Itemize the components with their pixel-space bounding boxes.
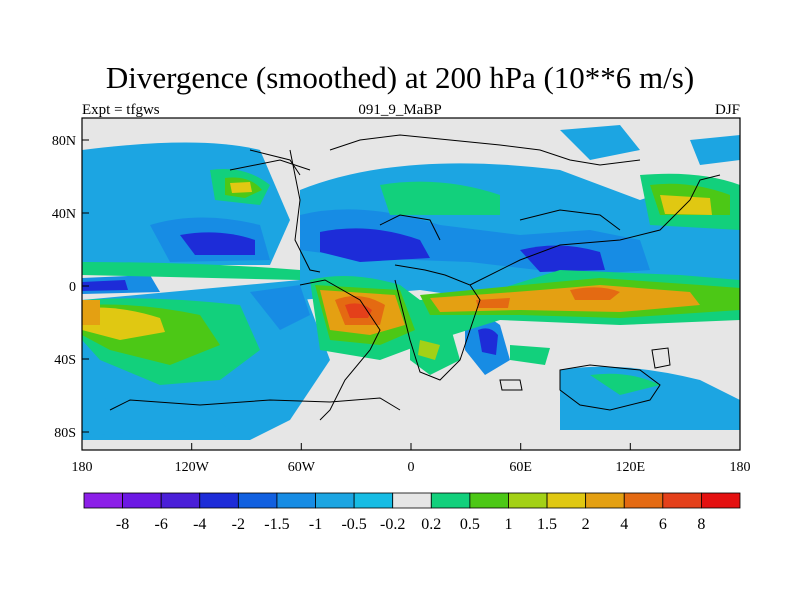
legend-level-label: 6 (659, 516, 667, 533)
y-tick-label: 0 (69, 280, 76, 295)
legend-level-label: -8 (116, 516, 129, 533)
y-tick-label: 40S (54, 353, 76, 368)
legend-level-label: 1 (504, 516, 512, 533)
legend-color-box (160, 492, 201, 509)
x-tick-label: 60W (288, 460, 316, 475)
season-label: DJF (714, 102, 740, 118)
legend-color-box (276, 492, 316, 509)
legend-color-box (623, 492, 664, 509)
y-axis-labels: 80N 40N 0 40S 80S (52, 134, 76, 441)
divergence-field (82, 118, 740, 450)
legend-level-label: 0.5 (460, 516, 480, 533)
legend-color-box (469, 492, 509, 509)
experiment-label: Expt = tfgws (82, 102, 160, 118)
legend-level-label: 2 (582, 516, 590, 533)
legend-level-label: -1 (309, 516, 322, 533)
x-tick-label: 60E (509, 460, 532, 475)
legend-level-label: -4 (193, 516, 206, 533)
x-axis-labels: 180 120W 60W 0 60E 120E 180 (72, 460, 751, 475)
legend-color-box (546, 492, 587, 509)
y-tick-label: 80S (54, 426, 76, 441)
x-tick-label: 0 (408, 460, 415, 475)
legend-level-label: 4 (620, 516, 628, 533)
case-label: 091_9_MaBP (358, 102, 442, 118)
legend-level-label: -2 (232, 516, 245, 533)
legend-color-box (199, 492, 239, 509)
x-tick-label: 120W (175, 460, 210, 475)
legend-color-box (701, 492, 741, 509)
legend-color-box (122, 492, 162, 509)
legend-color-box (585, 492, 625, 509)
legend-level-label: 0.2 (421, 516, 441, 533)
legend-color-box (237, 492, 278, 509)
legend-color-box (83, 492, 123, 509)
legend-color-box (508, 492, 548, 509)
y-tick-label: 80N (52, 134, 76, 149)
plot-title: Divergence (smoothed) at 200 hPa (10**6 … (105, 60, 695, 95)
x-tick-label: 180 (72, 460, 93, 475)
legend-level-label: 8 (697, 516, 705, 533)
x-tick-label: 120E (616, 460, 646, 475)
legend-level-label: -1.5 (264, 516, 289, 533)
x-tick-label: 180 (730, 460, 751, 475)
legend-level-label: -0.5 (341, 516, 366, 533)
legend-level-label: -0.2 (380, 516, 405, 533)
y-tick-label: 40N (52, 207, 76, 222)
axis-ticks (81, 139, 741, 450)
legend-color-box (315, 492, 355, 509)
legend-level-label: -6 (155, 516, 168, 533)
legend-color-box (662, 492, 702, 509)
legend-color-box (353, 492, 394, 509)
legend-color-box (430, 492, 471, 509)
color-legend: -8 -6 -4 -2 -1.5 -1 -0.5 -0.2 0.2 0.5 1 1.5 2 4 6 8 (83, 492, 741, 533)
legend-color-box (392, 492, 432, 509)
legend-level-label: 1.5 (537, 516, 557, 533)
